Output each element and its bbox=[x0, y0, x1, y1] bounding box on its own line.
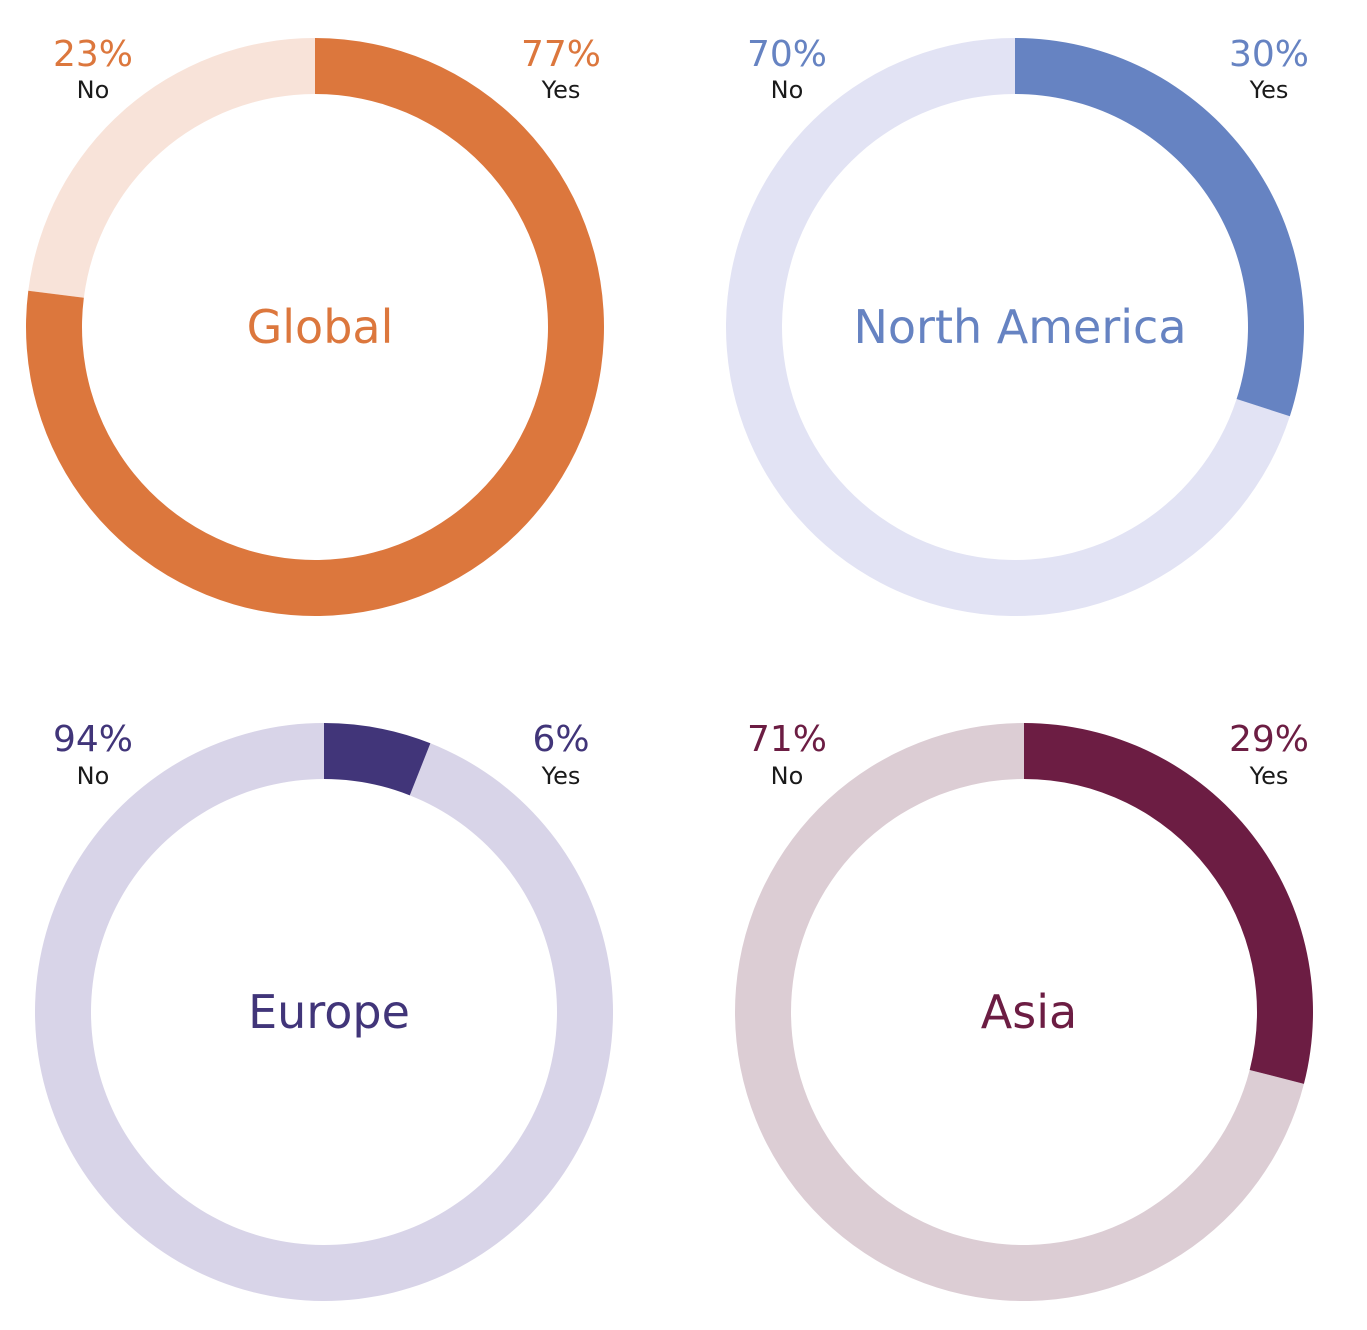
slice-no bbox=[28, 38, 316, 298]
no-category-label: No bbox=[771, 76, 804, 104]
no-value-label: 23% bbox=[53, 34, 133, 75]
yes-category-label: Yes bbox=[1249, 762, 1289, 790]
donut-asia: Asia 71%No 29%Yes bbox=[735, 719, 1313, 1301]
no-category-label: No bbox=[77, 76, 110, 104]
no-value-label: 71% bbox=[747, 719, 827, 760]
no-value-label: 70% bbox=[747, 34, 827, 75]
yes-category-label: Yes bbox=[1249, 76, 1289, 104]
donut-europe: Europe 94%No 6%Yes bbox=[34, 719, 613, 1301]
yes-value-label: 30% bbox=[1229, 34, 1309, 75]
no-category-label: No bbox=[77, 762, 110, 790]
slice-yes bbox=[1024, 723, 1313, 1084]
donut-global: Global 23%No 77%Yes bbox=[25, 34, 604, 616]
donut-north-america: North America 70%No 30%Yes bbox=[726, 34, 1309, 616]
yes-value-label: 77% bbox=[521, 34, 601, 75]
slice-yes bbox=[1015, 38, 1304, 417]
chart-title: Global bbox=[247, 300, 394, 354]
yes-value-label: 6% bbox=[532, 719, 589, 760]
yes-value-label: 29% bbox=[1229, 719, 1309, 760]
yes-category-label: Yes bbox=[541, 76, 581, 104]
no-value-label: 94% bbox=[53, 719, 133, 760]
yes-category-label: Yes bbox=[541, 762, 581, 790]
slice-yes bbox=[324, 723, 431, 796]
chart-title: Asia bbox=[981, 985, 1077, 1039]
chart-title: North America bbox=[853, 300, 1186, 354]
no-category-label: No bbox=[771, 762, 804, 790]
chart-title: Europe bbox=[248, 985, 410, 1039]
